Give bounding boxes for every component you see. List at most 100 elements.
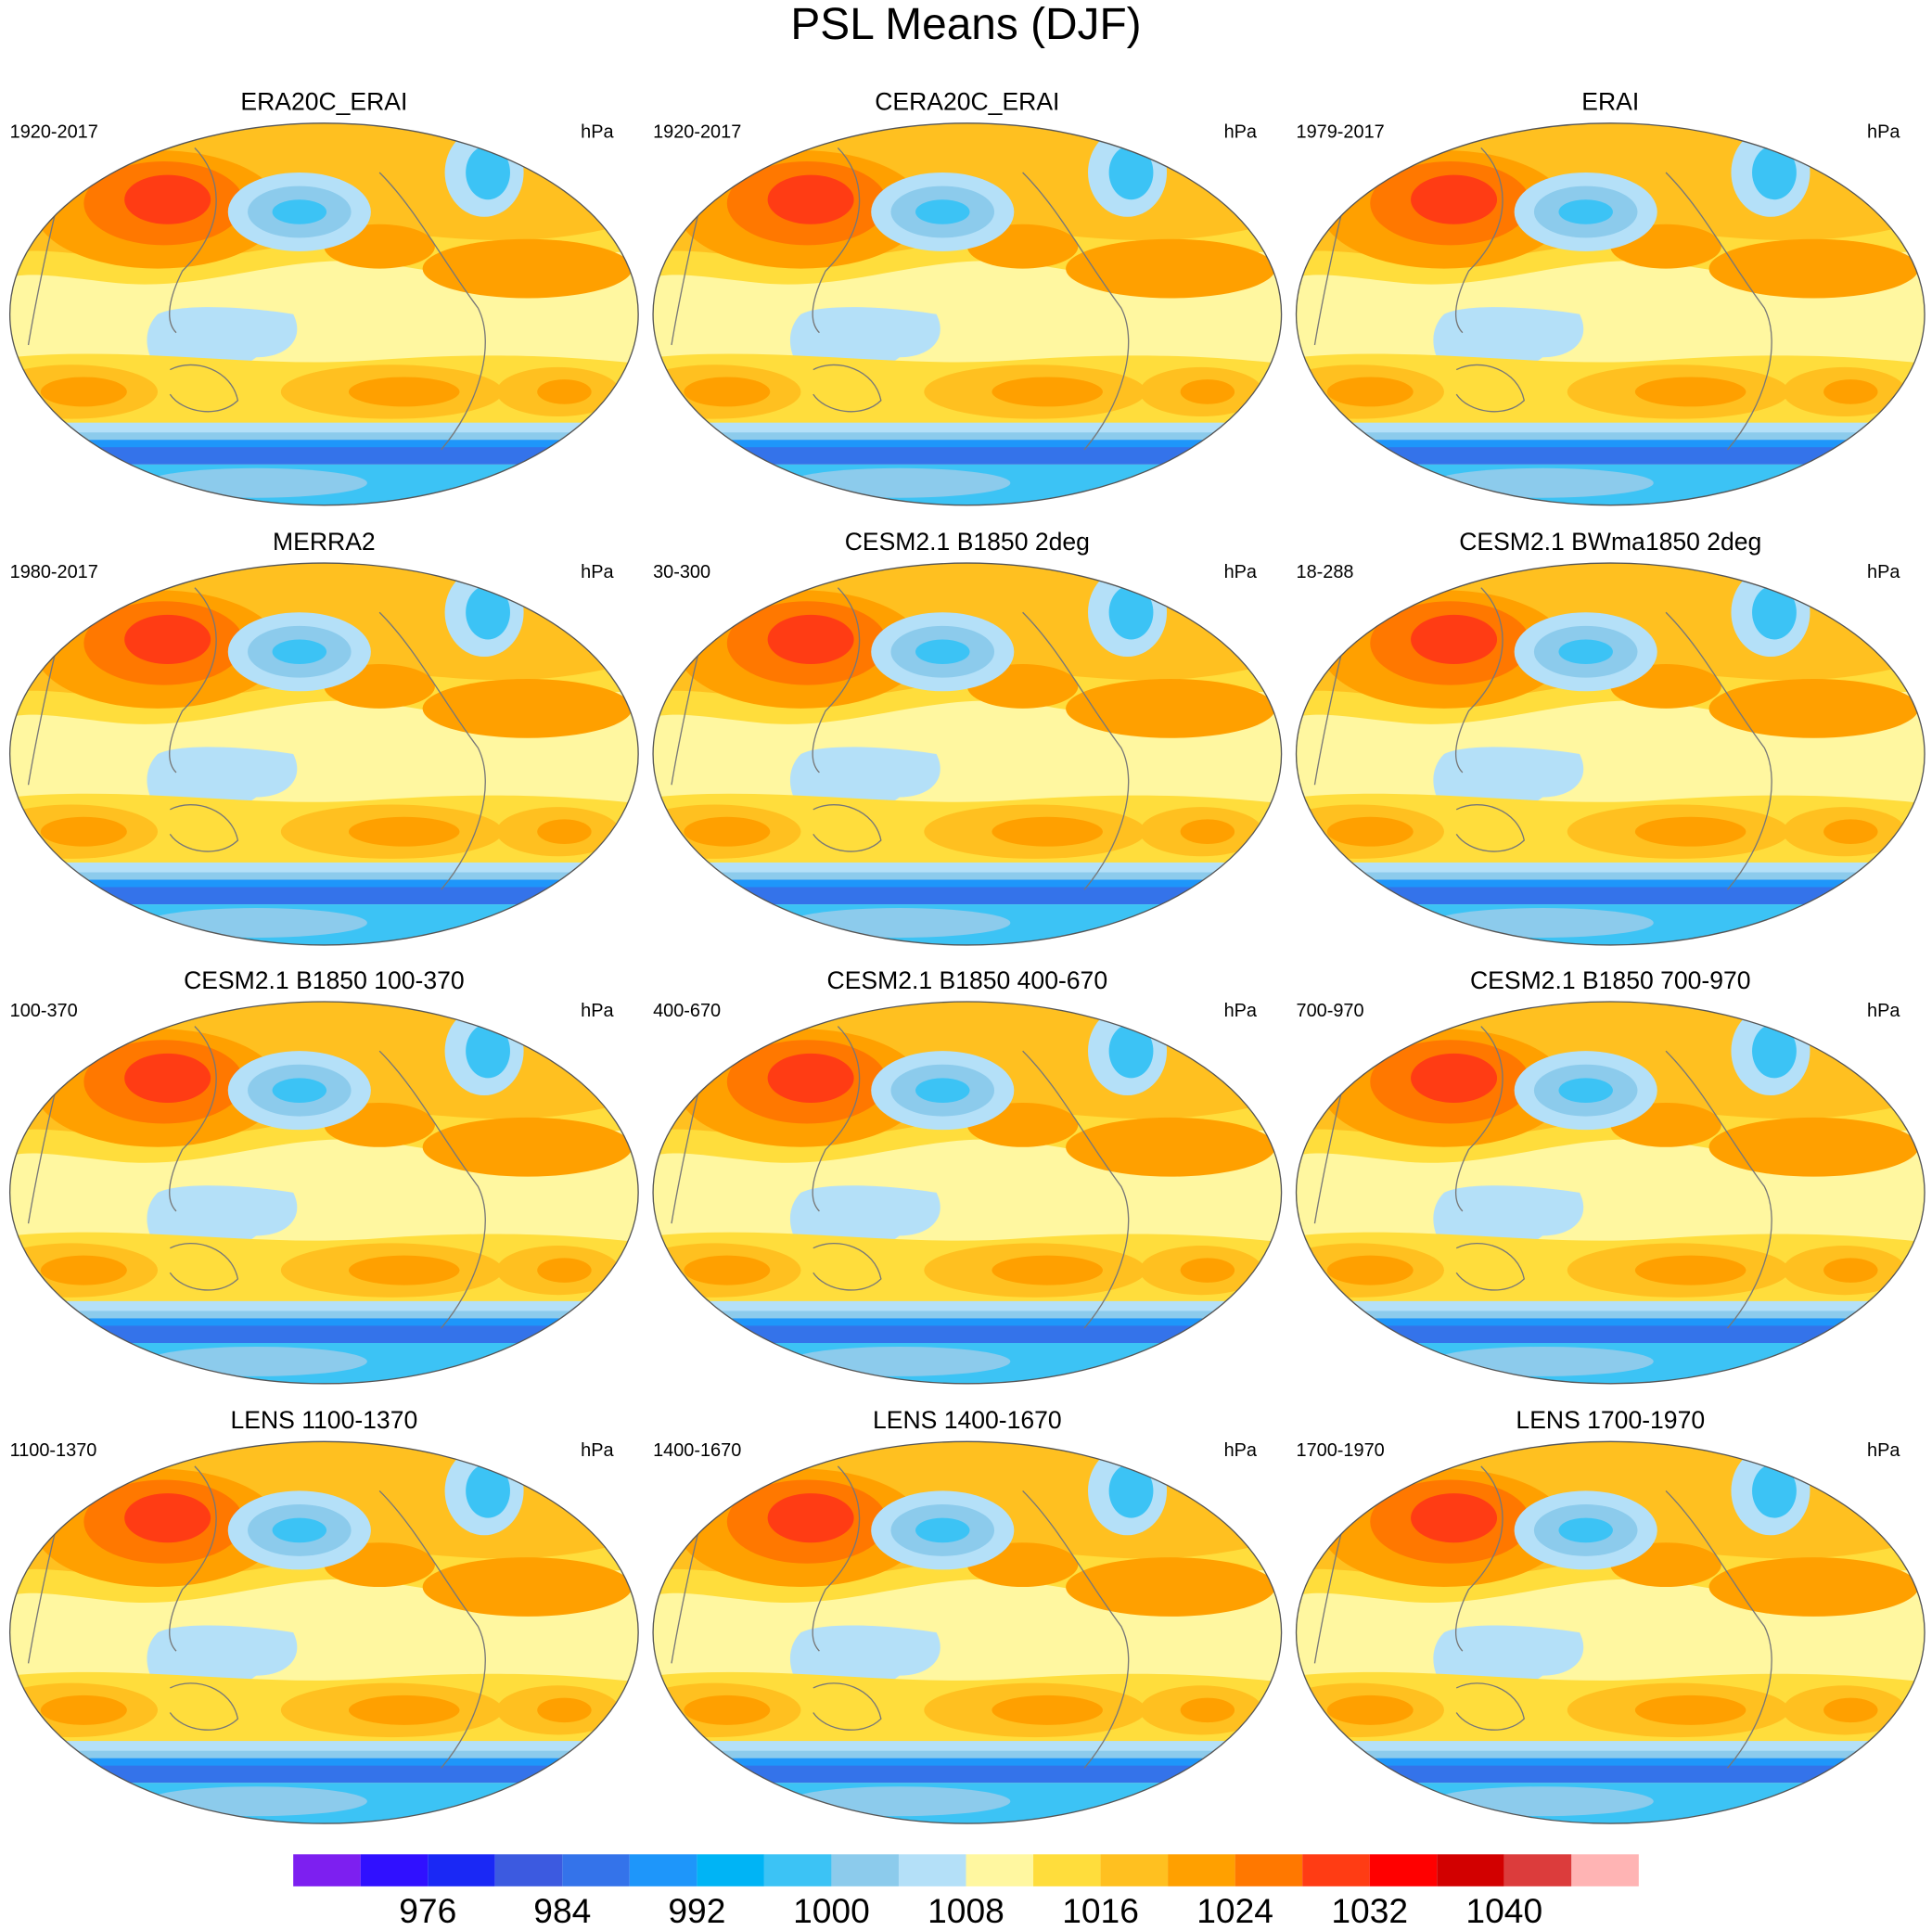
panel-title: LENS 1100-1370 — [231, 1406, 418, 1434]
map-border — [1295, 1001, 1926, 1385]
map-panel: CESM2.1 B1850 700-970 700-970 hPa — [1272, 966, 1926, 1385]
panel-title: CESM2.1 BWma1850 2deg — [1459, 528, 1761, 556]
panel-left-label: 1700-1970 — [1297, 1440, 1385, 1461]
panel-units: hPa — [581, 122, 614, 143]
colorbar-label: 1032 — [1331, 1891, 1408, 1930]
panel-left-label: 1980-2017 — [10, 562, 98, 582]
map — [0, 1002, 638, 1384]
map-border — [8, 1001, 639, 1385]
panel-title: LENS 1700-1970 — [1516, 1406, 1705, 1434]
panel-title: CERA20C_ERAI — [875, 88, 1059, 116]
panel-units: hPa — [1867, 1440, 1900, 1461]
map-border — [652, 1440, 1283, 1824]
panel-units: hPa — [1867, 122, 1900, 143]
map-panel: LENS 1700-1970 1700-1970 hPa — [1272, 1406, 1925, 1823]
colorbar-box — [1302, 1854, 1370, 1886]
map-panel: LENS 1400-1670 1400-1670 hPa — [629, 1406, 1282, 1823]
panel-title: MERRA2 — [273, 528, 376, 556]
colorbar-box — [629, 1854, 697, 1886]
map-panel: ERA20C_ERAI 1920-2017 hPa — [0, 88, 639, 506]
colorbar-label: 1040 — [1465, 1891, 1542, 1930]
panel-left-label: 1400-1670 — [653, 1440, 741, 1461]
panel-title: LENS 1400-1670 — [873, 1406, 1062, 1434]
map-panel: MERRA2 1980-2017 hPa — [0, 528, 639, 946]
panel-units: hPa — [1224, 122, 1258, 143]
colorbar-box — [831, 1854, 899, 1886]
map — [629, 563, 1282, 945]
panel-title: CESM2.1 B1850 700-970 — [1470, 966, 1751, 994]
colorbar-box — [898, 1854, 966, 1886]
panel-units: hPa — [1867, 1001, 1900, 1021]
panel-title: CESM2.1 B1850 100-370 — [184, 966, 465, 994]
map — [1272, 1441, 1925, 1823]
colorbar-label: 992 — [668, 1891, 725, 1930]
map-panel: CESM2.1 BWma1850 2deg 18-288 hPa — [1272, 528, 1925, 945]
colorbar-box — [1369, 1854, 1438, 1886]
panel-left-label: 18-288 — [1297, 562, 1354, 582]
panel-title: CESM2.1 B1850 2deg — [845, 528, 1090, 556]
panel-left-label: 400-670 — [653, 1001, 721, 1021]
colorbar-box — [293, 1854, 361, 1886]
panel-units: hPa — [581, 562, 614, 582]
colorbar-box — [494, 1854, 563, 1886]
panel-title: CESM2.1 B1850 400-670 — [827, 966, 1108, 994]
map-panel: CESM2.1 B1850 400-670 400-670 hPa — [629, 966, 1283, 1385]
panel-units: hPa — [581, 1440, 614, 1461]
map-border — [1295, 122, 1926, 506]
map-border — [1295, 1440, 1926, 1824]
colorbar-box — [1503, 1854, 1572, 1886]
map-border — [652, 1001, 1283, 1385]
colorbar-label: 976 — [399, 1891, 456, 1930]
panel-title: ERAI — [1581, 88, 1639, 116]
panel-left-label: 100-370 — [10, 1001, 78, 1021]
panel-left-label: 1100-1370 — [10, 1440, 97, 1461]
colorbar-box — [1100, 1854, 1169, 1886]
panels: ERA20C_ERAI 1920-2017 hPa CERA20C_ERAI 1920-… — [0, 88, 1925, 1823]
colorbar-box — [697, 1854, 764, 1886]
map — [629, 1002, 1282, 1384]
colorbar-label: 1000 — [793, 1891, 870, 1930]
colorbar-box — [428, 1854, 495, 1886]
colorbar-box — [1168, 1854, 1235, 1886]
map — [1272, 563, 1925, 945]
colorbar-box — [1571, 1854, 1639, 1886]
panel-title: ERA20C_ERAI — [240, 88, 407, 116]
map — [629, 123, 1282, 505]
panel-left-label: 30-300 — [653, 562, 710, 582]
colorbar-box — [360, 1854, 429, 1886]
colorbar-box — [1235, 1854, 1303, 1886]
colorbar-box — [763, 1854, 832, 1886]
figure-title: PSL Means (DJF) — [790, 0, 1141, 49]
colorbar-box — [1437, 1854, 1504, 1886]
map-panel: CESM2.1 B1850 2deg 30-300 hPa — [629, 528, 1282, 945]
map — [1272, 123, 1925, 505]
panel-units: hPa — [1867, 562, 1900, 582]
map-border — [652, 562, 1283, 946]
map — [1272, 1002, 1925, 1384]
colorbar-label: 1016 — [1062, 1891, 1139, 1930]
map-border — [8, 122, 639, 506]
panel-left-label: 1920-2017 — [653, 122, 741, 143]
panel-units: hPa — [1224, 1001, 1258, 1021]
colorbar-label: 1024 — [1196, 1891, 1273, 1930]
panel-left-label: 1979-2017 — [1297, 122, 1385, 143]
panel-units: hPa — [581, 1001, 614, 1021]
map-border — [8, 562, 639, 946]
map — [629, 1441, 1282, 1823]
map-panel: CESM2.1 B1850 100-370 100-370 hPa — [0, 966, 639, 1385]
map-border — [652, 122, 1283, 506]
map — [0, 563, 638, 945]
map-border — [1295, 562, 1926, 946]
map-panel: LENS 1100-1370 1100-1370 hPa — [0, 1406, 639, 1824]
map-border — [8, 1440, 639, 1824]
panel-left-label: 1920-2017 — [10, 122, 98, 143]
panel-units: hPa — [1224, 1440, 1258, 1461]
map-panel: ERAI 1979-2017 hPa — [1272, 88, 1926, 506]
panel-left-label: 700-970 — [1297, 1001, 1364, 1021]
panel-units: hPa — [1224, 562, 1258, 582]
map — [0, 1441, 638, 1823]
map — [0, 123, 638, 505]
colorbar: 976 984 992 1000 1008 1016 1024 1032 1040 — [293, 1854, 1639, 1930]
